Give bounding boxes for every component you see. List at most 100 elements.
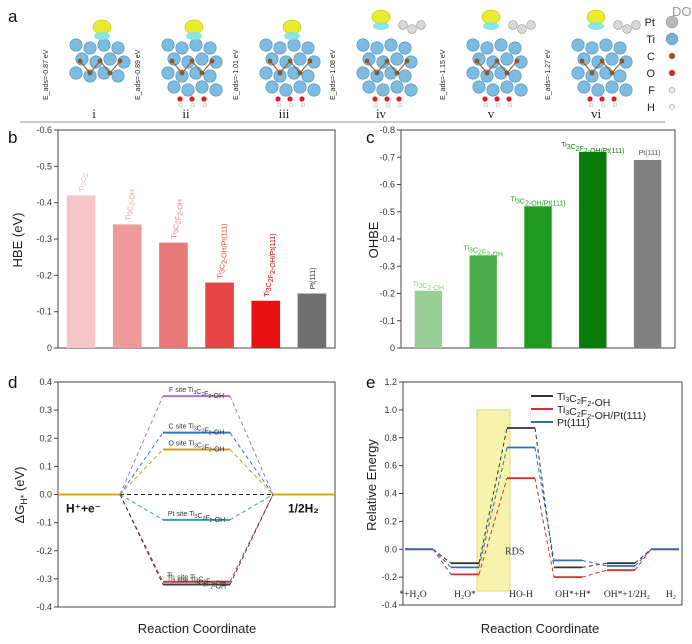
ti-atom <box>619 83 633 97</box>
ti-atom <box>577 80 591 94</box>
connector-left <box>119 395 164 495</box>
ti-atom <box>287 38 301 52</box>
ytick-label: 0.1 <box>39 461 52 471</box>
ti-atom <box>605 80 619 94</box>
o-atom <box>287 96 293 102</box>
structure-iv: E_ads=-1.08 eV iv <box>330 9 426 121</box>
h-atom <box>495 102 501 108</box>
connector-right <box>229 494 274 582</box>
ti-atom <box>398 69 412 83</box>
ytick-label: 0.2 <box>39 433 52 443</box>
x-category-label: H₂ <box>666 590 676 600</box>
bond <box>386 60 398 74</box>
ti-atom <box>175 41 189 55</box>
ti-atom <box>103 52 117 66</box>
legend-swatch-c <box>668 52 676 60</box>
ytick-label: -0.2 <box>36 270 52 280</box>
panel-e-label: e <box>366 373 375 392</box>
h-atom <box>300 102 306 108</box>
panel-b-ylabel: HBE (eV) <box>10 213 25 268</box>
structure-vi: E_ads=-1.27 eV vi <box>545 9 641 121</box>
ti-atom <box>605 52 619 66</box>
h-atom <box>373 102 379 108</box>
o-atom <box>189 96 195 102</box>
legend-label: Ti3C2F2-OH <box>557 391 610 409</box>
connector-left <box>119 494 164 585</box>
ytick-label: -0.1 <box>36 307 52 317</box>
o-atom <box>299 96 305 102</box>
panel-e-plot: RDS *+H₂O H₂O* HO-H OH*+H* OH*+1/2H₂ H₂ <box>399 409 679 600</box>
bar-pt-111- <box>297 293 327 348</box>
ytick-label: -0.1 <box>36 518 52 528</box>
structure-v: E_ads=-1.15 eV v <box>440 9 536 121</box>
structure-eads-label: E_ads=-1.01 eV <box>233 49 240 100</box>
o-atom <box>177 96 183 102</box>
ti-atom <box>356 66 370 80</box>
ti-atom <box>486 83 500 97</box>
ti-atom <box>585 41 599 55</box>
ytick-label: -0.1 <box>379 316 395 326</box>
h-atom <box>507 102 513 108</box>
bar-ti3c2 <box>66 195 96 348</box>
ti-atom <box>571 66 585 80</box>
structure-ii: E_ads=-0.89 eV ii <box>135 19 223 121</box>
pt-atom <box>407 24 417 34</box>
bar-label: Ti3C2-OH <box>125 189 136 220</box>
ytick-label: 1.0 <box>384 405 397 415</box>
rds-label: RDS <box>505 546 524 557</box>
charge-density-depletion <box>284 32 300 40</box>
structure-roman: v <box>488 106 495 121</box>
pt-atom <box>631 20 641 30</box>
bar-ti3c2-oh <box>112 224 142 348</box>
energy-connector <box>581 559 608 567</box>
structure-eads-label: E_ads=-0.89 eV <box>135 49 142 100</box>
ti-atom <box>404 83 418 97</box>
ytick-label: -0.3 <box>36 574 52 584</box>
structure-eads-label: E_ads=-1.15 eV <box>440 49 447 100</box>
o-atom <box>275 96 281 102</box>
h-atom <box>202 102 208 108</box>
ytick-label: 0.2 <box>384 516 397 526</box>
panel-d-xlabel: Reaction Coordinate <box>138 621 257 636</box>
ti-atom <box>293 52 307 66</box>
ti-atom <box>376 83 390 97</box>
ytick-label: 0 <box>47 343 52 353</box>
connector-left <box>119 494 164 521</box>
ti-atom <box>293 80 307 94</box>
ytick-label: -0.4 <box>381 600 397 610</box>
bar-label: Ti3C2F2-OH <box>171 199 184 238</box>
bond <box>591 60 603 74</box>
o-atom <box>587 96 593 102</box>
ti-atom <box>181 83 195 97</box>
panel-b-yticks: 0 -0.1 -0.2 -0.3 -0.4 -0.5 -0.6 <box>36 125 58 353</box>
connector-right <box>229 449 274 495</box>
ti-atom <box>301 41 315 55</box>
bond <box>269 60 281 74</box>
ti-atom <box>500 52 514 66</box>
level-label: F site Ti3C2F2-OH <box>169 387 224 400</box>
bar-label: Ti3C2-OH/Pt(111) <box>218 223 229 278</box>
structure-eads-label: E_ads=-0.87 eV <box>43 49 50 100</box>
ti-atom <box>613 41 627 55</box>
ti-atom <box>203 69 217 83</box>
panel-e-ylabel: Relative Energy <box>364 439 379 531</box>
connector-left <box>119 432 164 495</box>
ti-atom <box>203 41 217 55</box>
legend-label-h: H <box>647 102 655 114</box>
pt-atom <box>622 24 632 34</box>
structure-i: E_ads=-0.87 eV i <box>43 19 131 121</box>
pt-atom <box>526 20 536 30</box>
panel-c-ylabel: OHBE <box>366 221 381 258</box>
ti-atom <box>466 66 480 80</box>
ytick-label: 0.0 <box>39 490 52 500</box>
connector-left <box>119 449 164 495</box>
h-atom <box>190 102 196 108</box>
connector-right <box>229 395 274 495</box>
charge-density-accumulation <box>184 19 204 35</box>
ytick-label: -0.4 <box>36 198 52 208</box>
ti-atom <box>195 52 209 66</box>
bar-ti3c2f2-oh <box>469 255 497 348</box>
h-atom <box>397 102 403 108</box>
ti-atom <box>508 69 522 83</box>
bar-ti3c2-oh <box>414 290 443 348</box>
